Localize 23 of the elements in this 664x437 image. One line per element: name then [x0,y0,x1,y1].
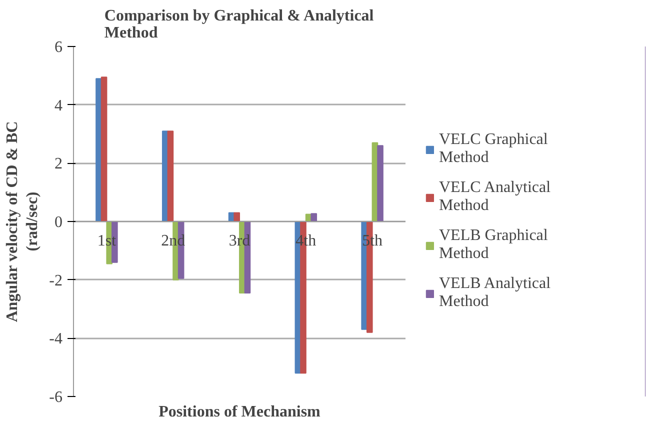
chart-title: Comparison by Graphical & Analytical Method [104,8,374,42]
y-tick-label: -4 [49,330,62,348]
y-tick-label: -6 [49,389,62,406]
legend-label: VELC Analytical Method [439,179,551,215]
y-tick-label: -2 [49,272,62,290]
y-axis-title: Angular velocity of CD & BC (rad/sec) [4,121,42,322]
y-tick-label: 0 [54,214,62,231]
y-tick-label: 2 [54,156,62,173]
x-tick-label: 3rd [228,232,250,250]
bar [234,212,240,222]
legend-label: VELC Graphical Method [439,131,548,167]
x-tick-label: 4th [296,232,316,250]
x-axis-title: Positions of Mechanism [158,404,322,420]
x-tick-label: 1st [97,232,117,250]
y-tick-label: 6 [54,39,62,56]
x-tick-label: 5th [362,232,383,250]
bar [377,145,384,222]
legend-label: VELB Analytical Method [439,275,551,311]
bar [310,213,318,222]
bar [100,76,108,222]
bar [167,130,174,222]
y-tick-label: 4 [54,97,62,114]
legend-label: VELB Graphical Method [439,227,548,263]
